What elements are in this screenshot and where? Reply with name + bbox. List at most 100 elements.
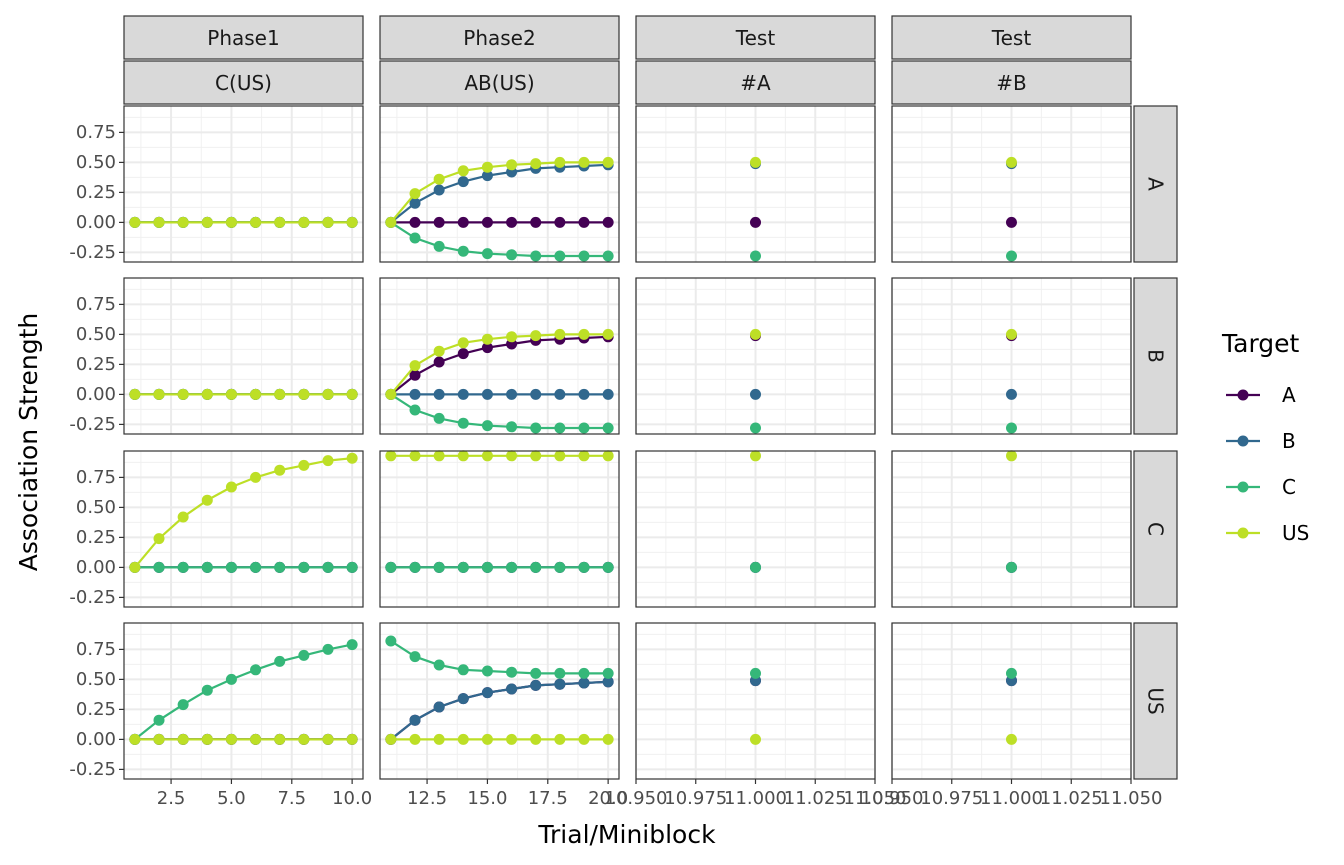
data-point-b	[457, 176, 469, 188]
data-point-a	[602, 216, 614, 228]
data-point-c	[274, 655, 286, 667]
column-strip-top	[123, 15, 364, 60]
x-axis-title: Trial/Miniblock	[537, 820, 716, 849]
data-point-us	[153, 388, 165, 400]
data-point-b	[530, 388, 542, 400]
column-strip-top	[379, 15, 620, 60]
data-point-c	[225, 673, 237, 685]
data-point-c	[322, 561, 334, 573]
legend-key-point	[1237, 389, 1249, 401]
data-point-c	[602, 250, 614, 262]
ticks-layer: -0.25 0.00 0.25 0.50 0.75 -0.25 0.00 0.25 0.50 0.…	[69, 122, 1162, 809]
data-point-c	[506, 249, 518, 261]
row-strip-label: C	[1144, 522, 1168, 536]
series-line-us	[134, 457, 353, 569]
series-line-us	[390, 161, 609, 224]
data-point-a	[457, 216, 469, 228]
data-point-a	[481, 216, 493, 228]
panel-border	[123, 277, 364, 435]
data-point-us	[530, 330, 542, 342]
data-point-c	[506, 421, 518, 433]
x-tick-label: 11.000	[724, 788, 787, 809]
panel	[123, 277, 364, 435]
x-tick-label: 10.950	[861, 788, 924, 809]
y-tick-label: 0.25	[76, 699, 116, 720]
x-tick-label: 11.050	[844, 788, 907, 809]
data-point-us	[530, 450, 542, 462]
data-point-b	[750, 388, 761, 400]
data-point-us	[554, 328, 566, 340]
panel-background	[124, 106, 363, 262]
data-point-a	[554, 216, 566, 228]
data-point-us	[322, 388, 334, 400]
data-point-us	[409, 360, 421, 372]
panel-border	[123, 622, 364, 780]
x-tick-label: 10.975	[664, 788, 727, 809]
data-point-us	[578, 328, 590, 340]
data-point-us	[177, 216, 189, 228]
y-tick-label: 0.50	[76, 324, 116, 345]
data-point-us	[530, 733, 542, 745]
data-point-us	[750, 328, 761, 340]
y-axis-title: Association Strength	[14, 313, 43, 571]
data-point-c	[177, 561, 189, 573]
data-point-us	[506, 450, 518, 462]
x-tick-label: 11.025	[784, 788, 847, 809]
data-point-c	[554, 250, 566, 262]
data-point-c	[201, 684, 213, 696]
data-point-c	[530, 667, 542, 679]
data-point-us	[457, 450, 469, 462]
data-point-us	[506, 733, 518, 745]
x-tick-label: 12.5	[407, 788, 447, 809]
panel-background	[380, 623, 619, 779]
x-tick-label: 10.975	[920, 788, 983, 809]
data-point-us	[225, 388, 237, 400]
data-point-b	[481, 388, 493, 400]
data-point-us	[1006, 156, 1017, 168]
panel-border	[635, 277, 876, 435]
y-tick-label: 0.50	[76, 669, 116, 690]
data-point-c	[433, 561, 445, 573]
series-line-b	[390, 163, 609, 224]
column-strip-top	[635, 15, 876, 60]
column-strip-bottom	[891, 60, 1132, 105]
data-point-b	[530, 679, 542, 691]
data-point-us	[409, 733, 421, 745]
data-point-us	[298, 459, 310, 471]
y-tick-label: 0.50	[76, 152, 116, 173]
panel	[123, 450, 364, 608]
data-point-us	[1006, 328, 1017, 340]
data-point-us	[298, 733, 310, 745]
panel	[635, 450, 876, 608]
data-point-us	[433, 450, 445, 462]
data-point-a	[530, 216, 542, 228]
data-point-us	[578, 156, 590, 168]
x-tick-label: 2.5	[157, 788, 186, 809]
data-point-a	[409, 216, 421, 228]
legend-key-point	[1237, 435, 1249, 447]
data-point-c	[457, 245, 469, 257]
panel	[891, 105, 1132, 263]
data-point-c	[433, 659, 445, 671]
data-point-b	[506, 683, 518, 695]
data-point-c	[750, 422, 761, 434]
data-point-c	[506, 561, 518, 573]
panel-background	[124, 451, 363, 607]
data-point-c	[602, 422, 614, 434]
panel-background	[380, 451, 619, 607]
data-point-c	[457, 664, 469, 676]
data-point-c	[530, 422, 542, 434]
data-point-b	[457, 693, 469, 705]
series-line-c	[134, 643, 353, 741]
data-point-a	[481, 342, 493, 354]
data-point-us	[750, 156, 761, 168]
data-point-b	[1006, 388, 1017, 400]
data-point-us	[481, 333, 493, 345]
data-point-us	[506, 331, 518, 343]
data-point-c	[602, 561, 614, 573]
data-point-us	[153, 533, 165, 545]
data-point-c	[750, 250, 761, 262]
data-point-us	[481, 450, 493, 462]
data-point-c	[433, 412, 445, 424]
data-point-b	[433, 701, 445, 713]
